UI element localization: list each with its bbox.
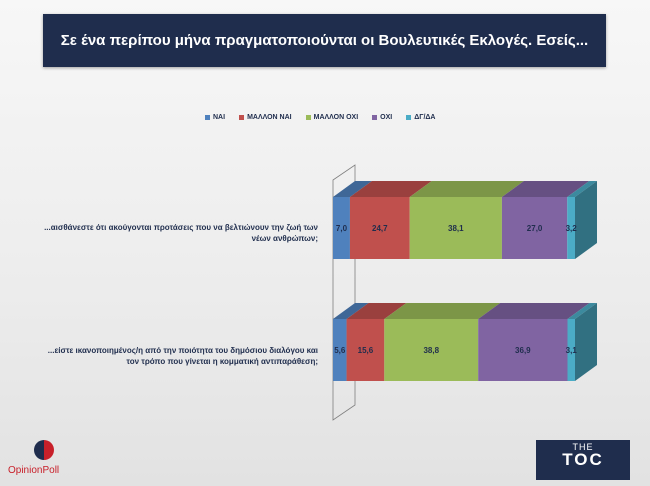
bar-top-1-1 [346, 303, 407, 319]
data-label-0-2: 38,1 [448, 224, 464, 233]
legend-label-4: ΔΓ/ΔΑ [414, 114, 436, 121]
bar-top-1-3 [478, 303, 590, 319]
bar-1-2 [384, 319, 479, 381]
bar-top-1-4 [567, 303, 597, 319]
legend-swatch-0 [205, 115, 210, 120]
bar-side-0 [575, 181, 597, 259]
opinionpoll-logo-icon [34, 440, 54, 460]
legend-swatch-3 [372, 115, 378, 120]
bar-0-2 [409, 197, 502, 259]
data-label-1-4: 3,1 [566, 346, 578, 355]
bar-top-0-3 [501, 181, 590, 197]
legend-label-3: ΟΧΙ [380, 114, 393, 121]
thetoc-logo-the: THE [572, 442, 594, 452]
category-label-0-line-0: ...αισθάνεστε ότι ακούγονται προτάσεις π… [44, 223, 318, 232]
data-label-1-1: 15,6 [358, 346, 374, 355]
legend-item-4: ΔΓ/ΔΑ [406, 114, 436, 121]
category-label-0-line-1: νέων ανθρώπων; [251, 234, 318, 243]
bar-1-1 [346, 319, 385, 381]
data-label-1-0: 5,6 [334, 346, 346, 355]
bar-top-0-0 [333, 181, 372, 197]
bar-top-1-2 [384, 303, 501, 319]
category-label-1-line-1: τον τρόπο που γίνεται η κομματική αντιπα… [126, 357, 318, 366]
legend-label-1: ΜΑΛΛΟΝ ΝΑΙ [247, 114, 292, 121]
legend-swatch-2 [305, 115, 311, 120]
bar-top-0-1 [349, 181, 432, 197]
data-label-1-2: 38,8 [423, 346, 439, 355]
bar-0-0 [333, 197, 350, 259]
data-label-1-3: 36,9 [515, 346, 531, 355]
category-label-1-line-0: ...είστε ικανοποιημένος/η από την ποιότη… [47, 346, 318, 355]
chart-legend: ΝΑΙ ΜΑΛΛΟΝ ΝΑΙ ΜΑΛΛΟΝ ΟΧΙ ΟΧΙ ΔΓ/ΔΑ [205, 114, 436, 121]
data-label-0-3: 27,0 [527, 224, 543, 233]
bar-1-0 [333, 319, 347, 381]
bar-top-1-0 [333, 303, 369, 319]
data-label-0-1: 24,7 [372, 224, 388, 233]
bar-0-3 [501, 197, 568, 259]
data-label-0-4: 3,2 [566, 224, 578, 233]
thetoc-logo-toc: TOC [562, 450, 604, 469]
legend-item-1: ΜΑΛΛΟΝ ΝΑΙ [239, 114, 292, 121]
legend-label-0: ΝΑΙ [213, 114, 226, 121]
opinionpoll-logo-text: OpinionPoll [8, 465, 60, 476]
category-label-0: ...αισθάνεστε ότι ακούγονται προτάσεις π… [18, 222, 318, 244]
legend-item-2: ΜΑΛΛΟΝ ΟΧΙ [305, 114, 359, 121]
bar-top-0-2 [409, 181, 524, 197]
bar-0-4 [567, 197, 575, 259]
legend-item-3: ΟΧΙ [372, 114, 392, 121]
bar-side-1 [575, 303, 597, 381]
chart-title: Σε ένα περίπου μήνα πραγματοποιούνται οι… [43, 14, 606, 67]
thetoc-logo: THE TOC [536, 440, 630, 480]
legend-label-2: ΜΑΛΛΟΝ ΟΧΙ [313, 114, 359, 121]
legend-item-0: ΝΑΙ [205, 114, 225, 121]
bar-0-1 [349, 197, 410, 259]
category-label-1: ...είστε ικανοποιημένος/η από την ποιότη… [18, 345, 318, 367]
bar-1-4 [567, 319, 575, 381]
legend-swatch-1 [239, 115, 245, 120]
data-label-0-0: 7,0 [336, 224, 348, 233]
bar-top-0-4 [567, 181, 597, 197]
legend-swatch-4 [406, 115, 412, 120]
bar-1-3 [478, 319, 568, 381]
opinionpoll-logo: OpinionPoll [8, 438, 78, 482]
